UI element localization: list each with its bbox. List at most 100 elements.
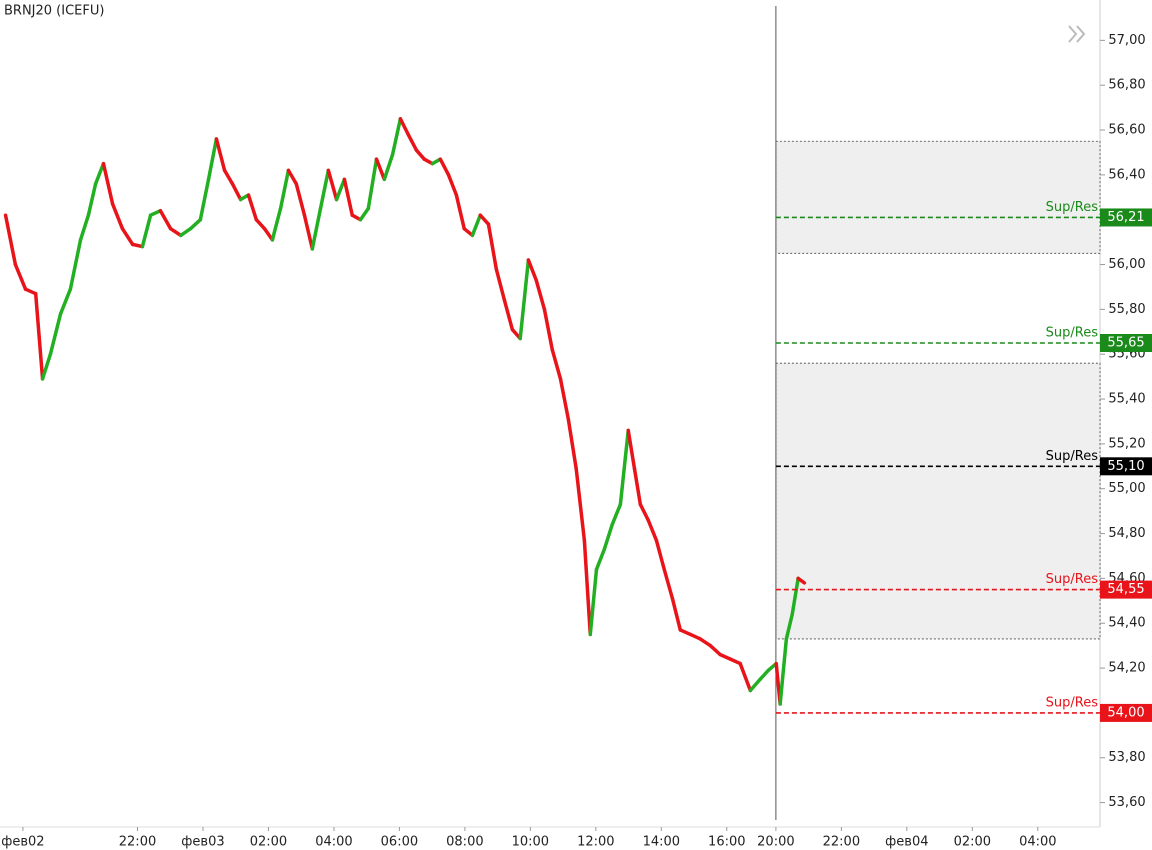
price-segment <box>670 596 683 632</box>
x-tick-label: 22:00 <box>119 835 156 850</box>
y-tick-label: 53,60 <box>1108 795 1145 810</box>
price-segment <box>222 168 235 186</box>
price-segment <box>13 262 28 291</box>
level-name: Sup/Res <box>1046 200 1099 215</box>
level-tag-label: 54,00 <box>1107 705 1144 720</box>
price-segment <box>78 213 91 242</box>
price-segment <box>68 238 83 291</box>
price-segment <box>278 168 291 211</box>
price-segment <box>230 182 243 202</box>
price-segment <box>326 168 339 202</box>
price-segment <box>708 643 722 657</box>
price-segment <box>654 538 667 572</box>
price-segment <box>438 157 451 177</box>
price-segment <box>758 668 771 682</box>
price-segment <box>382 152 395 182</box>
y-tick-label: 56,60 <box>1108 123 1145 138</box>
y-tick-label: 54,40 <box>1108 616 1145 631</box>
price-segment <box>446 173 459 197</box>
price-segment <box>558 377 571 421</box>
price-segment <box>778 637 789 706</box>
level-tag-label: 54,55 <box>1107 582 1144 597</box>
level-tag-label: 55,10 <box>1107 459 1144 474</box>
price-segment <box>318 168 331 211</box>
y-tick-label: 55,80 <box>1108 302 1145 317</box>
x-tick-label: 02:00 <box>250 835 287 850</box>
y-tick-label: 56,40 <box>1108 167 1145 182</box>
x-tick-label: фев02 <box>1 835 44 850</box>
price-segment <box>542 307 555 352</box>
level-tag-label: 56,21 <box>1107 210 1144 225</box>
price-segment <box>294 182 307 217</box>
price-segment <box>494 267 507 303</box>
price-segment <box>454 193 466 231</box>
price-segment <box>662 567 675 601</box>
price-segment <box>486 222 499 271</box>
level-name: Sup/Res <box>1046 449 1099 464</box>
price-segment <box>110 202 125 231</box>
price-segment <box>470 213 483 238</box>
price-segment <box>390 117 403 157</box>
price-segment <box>158 208 173 231</box>
price-segment <box>254 217 267 231</box>
x-tick-label: 16:00 <box>708 835 745 850</box>
level-tag <box>1100 457 1152 476</box>
price-segment <box>58 287 73 316</box>
level-name: Sup/Res <box>1046 326 1099 341</box>
price-segment <box>398 117 410 137</box>
x-tick-label: 20:00 <box>757 835 794 850</box>
level-tag <box>1100 703 1152 722</box>
price-segment <box>478 213 491 226</box>
zone <box>775 140 1101 254</box>
price-segment <box>406 132 419 152</box>
price-segment <box>23 287 38 296</box>
y-tick-label: 54,80 <box>1108 526 1145 541</box>
x-tick-label: 04:00 <box>1019 835 1056 850</box>
price-segment <box>718 652 733 661</box>
price-segment <box>502 298 515 332</box>
y-tick-label: 55,20 <box>1108 436 1145 451</box>
price-segment <box>358 206 371 222</box>
x-tick-label: 10:00 <box>512 835 549 850</box>
x-tick-label: фев03 <box>181 835 224 850</box>
y-tick-label: 53,80 <box>1108 750 1145 765</box>
price-segment <box>334 177 347 202</box>
x-tick-label: 12:00 <box>577 835 614 850</box>
price-segment <box>374 157 387 182</box>
price-segment <box>246 193 259 222</box>
price-segment <box>574 466 587 543</box>
price-segment <box>178 226 193 238</box>
price-segment <box>40 352 53 381</box>
price-segment <box>626 428 637 471</box>
y-tick-label: 56,00 <box>1108 257 1145 272</box>
price-segment <box>602 522 614 552</box>
price-segment <box>728 657 742 666</box>
price-segment <box>582 538 593 637</box>
y-tick-label: 55,00 <box>1108 481 1145 496</box>
y-tick-label: 56,80 <box>1108 78 1145 93</box>
price-segment <box>618 428 630 507</box>
level-name: Sup/Res <box>1046 695 1099 710</box>
expand-icon[interactable] <box>1068 25 1086 43</box>
price-segment <box>342 177 355 217</box>
price-segment <box>86 182 98 217</box>
price-segment <box>302 213 315 251</box>
price-segment <box>678 628 693 637</box>
y-tick-label: 55,40 <box>1108 392 1145 407</box>
price-segment <box>93 161 106 186</box>
price-segment <box>688 632 703 641</box>
price-segment <box>632 466 643 507</box>
price-segment <box>784 612 795 641</box>
price-segment <box>698 637 713 648</box>
price-segment <box>646 518 659 543</box>
price-segment <box>33 291 45 381</box>
price-segment <box>168 226 183 238</box>
price-segment <box>414 148 427 161</box>
price-segment <box>206 137 219 182</box>
price-segment <box>188 217 203 231</box>
price-segment <box>366 157 379 211</box>
price-segment <box>148 208 163 217</box>
price-segment <box>48 312 63 356</box>
price-segment <box>610 502 623 527</box>
